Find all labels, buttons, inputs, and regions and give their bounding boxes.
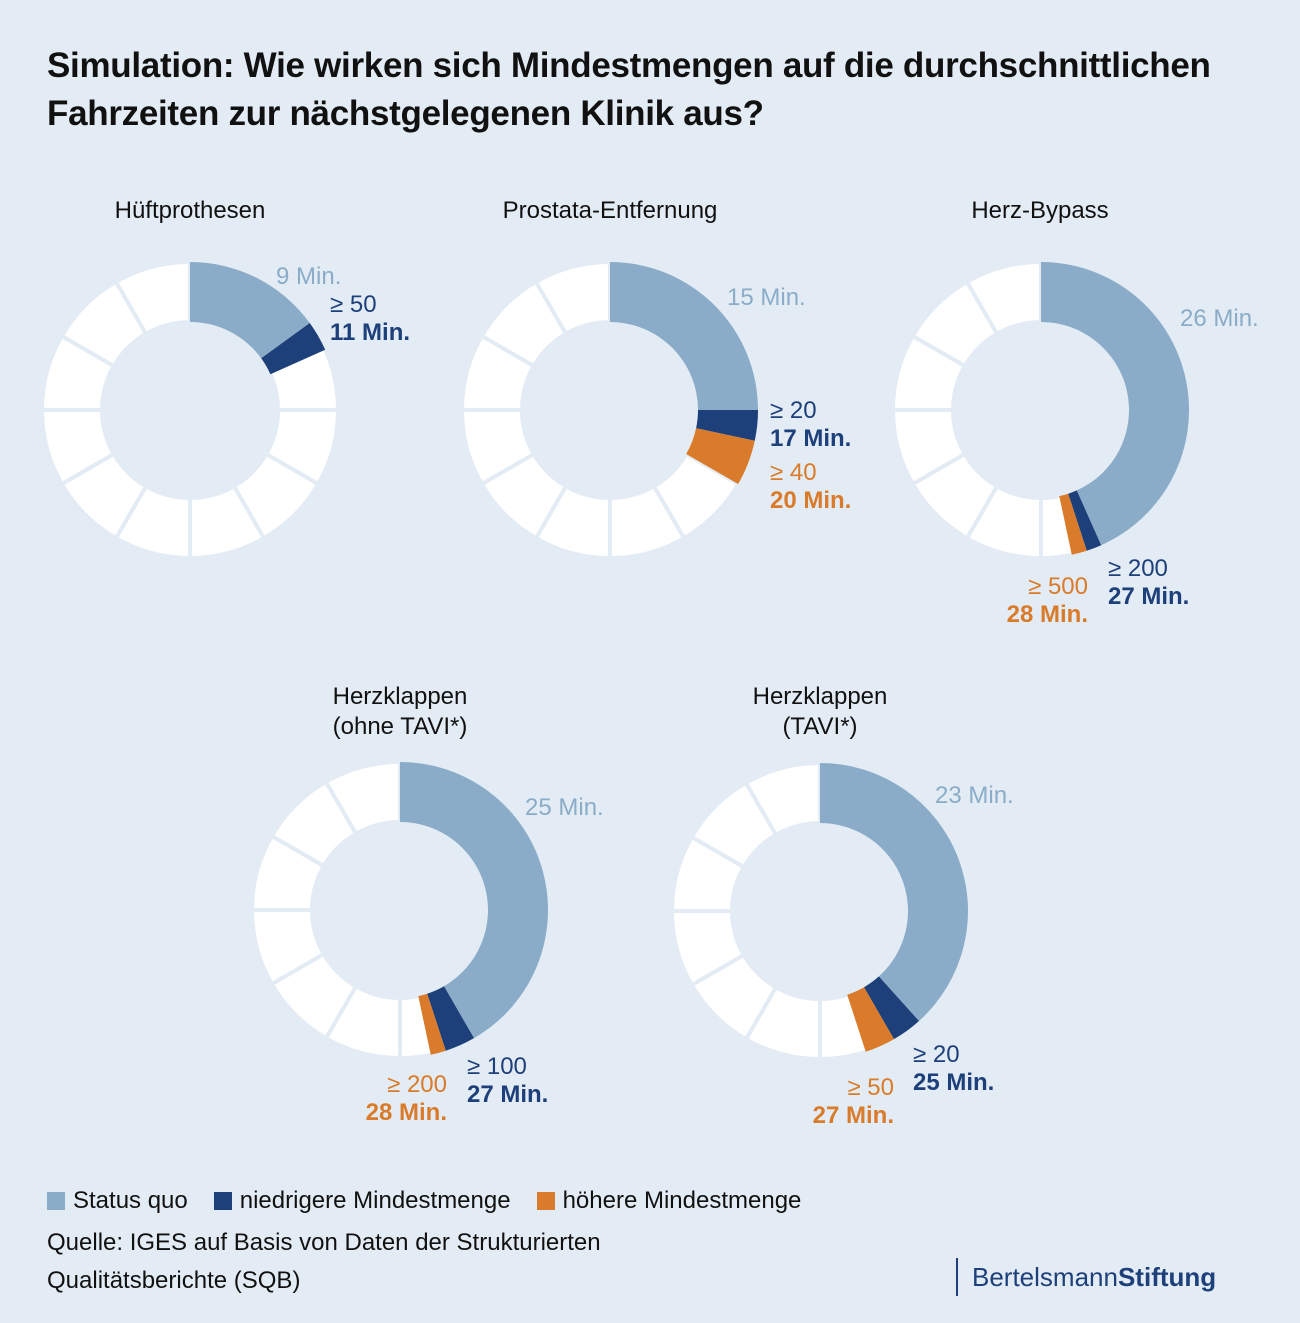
arc-hoehere-mindestmenge bbox=[1059, 493, 1087, 555]
label-hoehere-value: 28 Min. bbox=[1007, 601, 1088, 628]
legend: Status quo niedrigere Mindestmenge höher… bbox=[47, 1186, 827, 1216]
label-status-quo: 23 Min. bbox=[935, 782, 1014, 809]
brand-logo: BertelsmannStiftung bbox=[956, 1258, 1216, 1296]
legend-swatch bbox=[536, 1192, 555, 1210]
legend-label: Status quo bbox=[73, 1187, 188, 1214]
legend-label: niedrigere Mindestmenge bbox=[239, 1187, 511, 1214]
arc-status-quo bbox=[190, 262, 310, 359]
label-hoehere-threshold: ≥ 50 bbox=[847, 1074, 894, 1101]
arc-niedrigere-mindestmenge bbox=[864, 976, 920, 1040]
label-hoehere-threshold: ≥ 200 bbox=[387, 1071, 447, 1098]
label-status-quo: 25 Min. bbox=[525, 794, 604, 821]
arc-niedrigere-mindestmenge bbox=[427, 986, 474, 1051]
label-niedrigere-value: 25 Min. bbox=[913, 1069, 994, 1096]
label-hoehere-value: 28 Min. bbox=[366, 1099, 447, 1126]
label-niedrigere-threshold: ≥ 200 bbox=[1108, 555, 1168, 582]
chart-title-line: Herzklappen bbox=[752, 683, 888, 710]
chart-title-line: Herzklappen bbox=[332, 683, 468, 710]
chart-title-herzklappen-tavi: Herzklappen (TAVI*) bbox=[720, 682, 920, 742]
page-title: Simulation: Wie wirken sich Mindestmenge… bbox=[47, 46, 1211, 133]
brand-part2: Stiftung bbox=[1117, 1262, 1217, 1292]
legend-label: höhere Mindestmenge bbox=[562, 1187, 802, 1214]
chart-title-prostata: Prostata-Entfernung bbox=[502, 197, 718, 224]
label-niedrigere-threshold: ≥ 20 bbox=[770, 397, 817, 424]
label-hoehere-threshold: ≥ 500 bbox=[1028, 573, 1088, 600]
chart-title-hueftprothesen: Hüftprothesen bbox=[114, 197, 266, 224]
label-niedrigere-value: 27 Min. bbox=[1108, 583, 1189, 610]
arc-status-quo bbox=[1041, 262, 1189, 546]
legend-item-niedrigere: niedrigere Mindestmenge bbox=[213, 1186, 511, 1216]
chart-title-line: (TAVI*) bbox=[782, 713, 858, 740]
label-niedrigere-threshold: ≥ 20 bbox=[913, 1041, 960, 1068]
legend-swatch bbox=[213, 1192, 232, 1210]
arc-niedrigere-mindestmenge bbox=[1068, 490, 1102, 551]
arc-hoehere-mindestmenge bbox=[418, 993, 446, 1055]
chart-title-herz-bypass: Herz-Bypass bbox=[971, 197, 1109, 224]
arc-status-quo bbox=[610, 262, 758, 410]
label-niedrigere-threshold: ≥ 50 bbox=[330, 291, 377, 318]
arc-status-quo bbox=[820, 763, 968, 1021]
label-hoehere-value: 20 Min. bbox=[770, 487, 851, 514]
label-status-quo: 15 Min. bbox=[727, 284, 806, 311]
label-status-quo: 9 Min. bbox=[276, 263, 341, 290]
label-niedrigere-value: 11 Min. bbox=[330, 319, 410, 346]
legend-item-status-quo: Status quo bbox=[47, 1186, 188, 1216]
label-niedrigere-value: 27 Min. bbox=[467, 1081, 548, 1108]
arc-niedrigere-mindestmenge bbox=[261, 323, 326, 375]
arc-status-quo bbox=[400, 762, 548, 1039]
arc-niedrigere-mindestmenge bbox=[696, 410, 758, 441]
label-niedrigere-value: 17 Min. bbox=[770, 425, 851, 452]
label-niedrigere-threshold: ≥ 100 bbox=[467, 1053, 527, 1080]
legend-item-hoehere: höhere Mindestmenge bbox=[536, 1186, 802, 1216]
arc-hoehere-mindestmenge bbox=[847, 987, 894, 1052]
label-hoehere-threshold: ≥ 40 bbox=[770, 459, 817, 486]
arc-hoehere-mindestmenge bbox=[686, 428, 755, 484]
brand-part1: Bertelsmann bbox=[972, 1262, 1118, 1292]
source-note: Quelle: IGES auf Basis von Daten der Str… bbox=[47, 1229, 601, 1294]
label-status-quo: 26 Min. bbox=[1180, 305, 1259, 332]
label-hoehere-value: 27 Min. bbox=[813, 1102, 894, 1129]
legend-swatch bbox=[47, 1192, 65, 1210]
chart-title-herzklappen-ohne-tavi: Herzklappen (ohne TAVI*) bbox=[300, 682, 500, 742]
chart-title-line: (ohne TAVI*) bbox=[332, 713, 468, 740]
